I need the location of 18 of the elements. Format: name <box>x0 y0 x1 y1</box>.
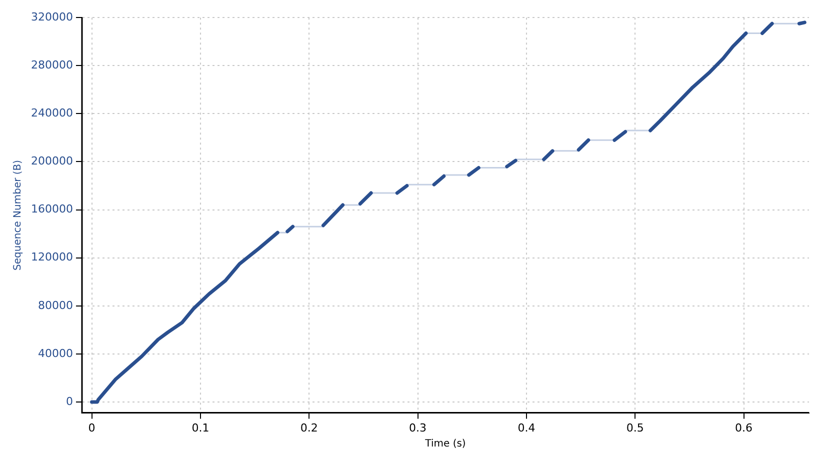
y-tick-label: 320000 <box>30 10 73 24</box>
x-tick-label: 0.1 <box>192 421 210 434</box>
y-tick-label: 160000 <box>30 202 73 216</box>
y-tick-label: 0 <box>66 394 73 408</box>
x-tick-label: 0.5 <box>626 421 644 434</box>
x-tick-label: 0 <box>88 421 96 434</box>
y-tick-label: 120000 <box>30 250 73 264</box>
x-tick-label: 0.6 <box>735 421 753 434</box>
y-tick-label: 40000 <box>38 346 73 360</box>
y-tick-label: 280000 <box>30 58 73 72</box>
y-tick-label: 240000 <box>30 106 73 120</box>
x-tick-label: 0.4 <box>518 421 536 434</box>
x-tick-label: 0.3 <box>409 421 427 434</box>
y-tick-label: 80000 <box>38 298 73 312</box>
y-tick-label: 200000 <box>30 154 73 168</box>
y-axis-title: Sequence Number (B) <box>12 160 24 270</box>
x-tick-label: 0.2 <box>300 421 318 434</box>
x-axis-title: Time (s) <box>424 438 466 450</box>
